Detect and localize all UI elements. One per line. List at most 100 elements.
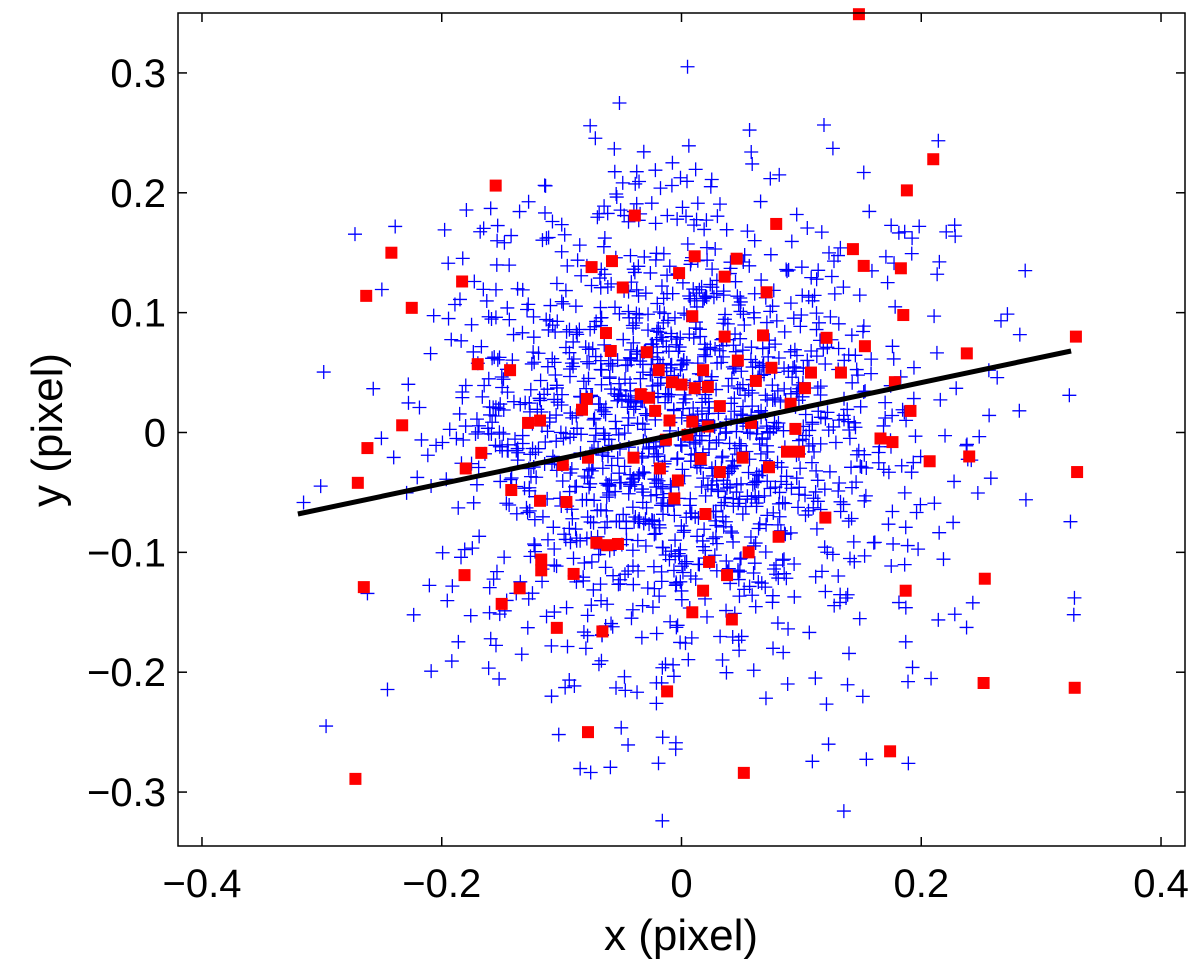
blue-plus-marker	[787, 359, 802, 374]
blue-plus-marker	[479, 293, 494, 308]
blue-plus-marker	[744, 340, 759, 355]
blue-plus-marker	[808, 671, 823, 686]
blue-plus-marker	[558, 680, 573, 695]
blue-plus-marker	[901, 674, 916, 689]
red-square-marker	[686, 310, 699, 323]
blue-plus-marker	[619, 521, 634, 536]
blue-plus-marker	[583, 476, 598, 491]
blue-plus-marker	[388, 219, 403, 234]
blue-plus-marker	[664, 387, 679, 402]
blue-plus-marker	[610, 451, 625, 466]
blue-plus-marker	[621, 304, 636, 319]
blue-plus-marker	[676, 353, 691, 368]
blue-plus-marker	[506, 327, 521, 342]
red-square-marker	[504, 364, 517, 377]
blue-plus-marker	[457, 542, 472, 557]
blue-plus-marker	[793, 319, 808, 334]
blue-plus-marker	[626, 402, 641, 417]
red-square-marker	[596, 625, 609, 638]
blue-plus-marker	[682, 498, 697, 513]
blue-plus-marker	[466, 495, 481, 510]
blue-plus-marker	[737, 582, 752, 597]
red-square-marker	[699, 507, 712, 520]
blue-plus-marker	[649, 696, 664, 711]
blue-plus-marker	[626, 262, 641, 277]
blue-plus-marker	[594, 653, 609, 668]
blue-plus-marker	[789, 471, 804, 486]
blue-plus-marker	[490, 352, 505, 367]
blue-plus-marker	[554, 244, 569, 259]
blue-plus-marker	[900, 538, 915, 553]
red-square-marker	[385, 246, 398, 259]
blue-plus-marker	[698, 349, 713, 364]
red-square-marker	[1068, 681, 1081, 694]
blue-plus-marker	[600, 597, 615, 612]
blue-plus-marker	[897, 485, 912, 500]
blue-plus-marker	[535, 574, 550, 589]
blue-plus-marker	[587, 411, 602, 426]
blue-plus-marker	[688, 162, 703, 177]
x-axis-label: x (pixel)	[604, 911, 758, 960]
blue-plus-marker	[767, 391, 782, 406]
blue-plus-marker	[601, 432, 616, 447]
blue-plus-marker	[669, 337, 684, 352]
red-square-marker	[522, 416, 535, 429]
red-square-marker	[737, 766, 750, 779]
blue-plus-marker	[526, 330, 541, 345]
blue-plus-marker	[567, 678, 582, 693]
blue-plus-marker	[656, 334, 671, 349]
red-square-marker	[897, 309, 910, 322]
blue-plus-marker	[697, 291, 712, 306]
blue-plus-marker	[496, 426, 511, 441]
blue-plus-marker	[909, 505, 924, 520]
blue-plus-marker	[637, 249, 652, 264]
blue-plus-marker	[820, 405, 835, 420]
blue-plus-marker	[423, 346, 438, 361]
blue-plus-marker	[821, 737, 836, 752]
blue-plus-marker	[816, 117, 831, 132]
blue-plus-marker	[482, 580, 497, 595]
blue-plus-marker	[533, 393, 548, 408]
red-square-marker	[701, 380, 714, 393]
blue-plus-marker	[550, 395, 565, 410]
red-square-marker	[513, 582, 526, 595]
blue-plus-marker	[787, 589, 802, 604]
blue-plus-marker	[544, 689, 559, 704]
blue-plus-marker	[831, 341, 846, 356]
red-square-marker	[713, 466, 726, 479]
blue-plus-marker	[480, 421, 495, 436]
blue-plus-marker	[810, 381, 825, 396]
blue-plus-marker	[671, 546, 686, 561]
blue-plus-marker	[719, 222, 734, 237]
blue-plus-marker	[670, 212, 685, 227]
blue-plus-marker	[658, 657, 673, 672]
blue-plus-marker	[714, 498, 729, 513]
red-square-marker	[703, 555, 716, 568]
blue-plus-marker	[583, 515, 598, 530]
blue-plus-marker	[429, 438, 444, 453]
blue-plus-marker	[686, 400, 701, 415]
blue-plus-marker	[296, 495, 311, 510]
blue-plus-marker	[502, 258, 517, 273]
blue-plus-marker	[913, 497, 928, 512]
blue-plus-marker	[744, 145, 759, 160]
blue-plus-marker	[636, 485, 651, 500]
blue-plus-marker	[502, 312, 517, 327]
blue-plus-marker	[836, 804, 851, 819]
blue-plus-marker	[636, 144, 651, 159]
blue-plus-marker	[649, 324, 664, 339]
blue-plus-marker	[604, 458, 619, 473]
blue-plus-marker	[742, 258, 757, 273]
blue-plus-marker	[814, 564, 829, 579]
blue-plus-marker	[712, 197, 727, 212]
blue-plus-marker	[751, 575, 766, 590]
y-tick-label: 0.2	[110, 172, 166, 216]
blue-plus-marker	[616, 507, 631, 522]
blue-plus-marker	[527, 512, 542, 527]
red-square-marker	[673, 267, 686, 280]
blue-plus-marker	[602, 369, 617, 384]
blue-plus-marker	[527, 536, 542, 551]
blue-plus-marker	[730, 289, 745, 304]
blue-plus-marker	[878, 395, 893, 410]
blue-plus-marker	[623, 479, 638, 494]
